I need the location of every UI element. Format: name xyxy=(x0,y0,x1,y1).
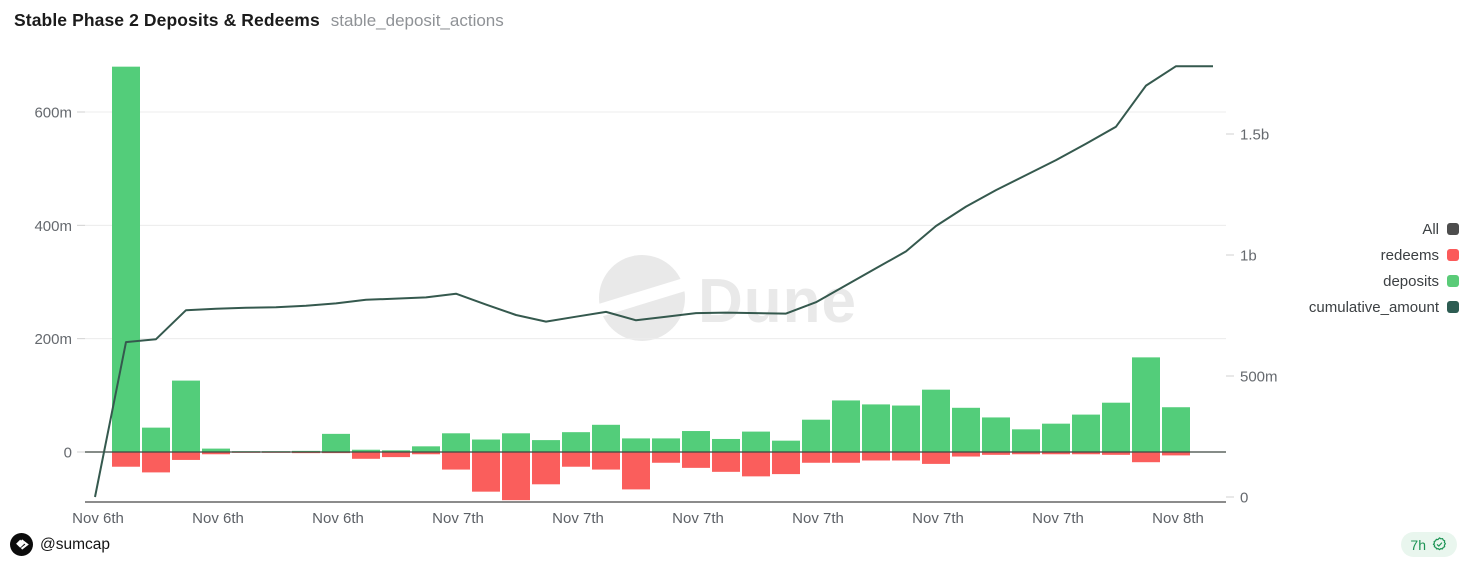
last-updated-badge[interactable]: 7h xyxy=(1401,532,1457,557)
legend-item-redeems[interactable]: redeems xyxy=(1309,242,1459,268)
seal-check-icon xyxy=(1431,536,1448,553)
left-axis-tick-label: 600m xyxy=(34,105,72,122)
legend: All redeems deposits cumulative_amount xyxy=(1309,216,1459,320)
query-name-link[interactable]: stable_deposit_actions xyxy=(330,11,504,30)
x-axis-tick-label: Nov 8th xyxy=(1152,510,1204,527)
chart-header: Stable Phase 2 Deposits & Redeems stable_… xyxy=(14,10,504,31)
dune-watermark: Dune xyxy=(698,267,857,336)
left-axis-tick-label: 400m xyxy=(34,218,72,235)
right-axis-tick-label: 1.5b xyxy=(1240,127,1269,144)
x-axis-tick-label: Nov 6th xyxy=(312,510,364,527)
x-axis-tick-label: Nov 7th xyxy=(1032,510,1084,527)
right-axis-tick-label: 1b xyxy=(1240,248,1257,265)
legend-swatch xyxy=(1447,249,1459,261)
x-axis-tick-label: Nov 7th xyxy=(432,510,484,527)
legend-label: deposits xyxy=(1383,272,1439,290)
legend-item-all[interactable]: All xyxy=(1309,216,1459,242)
footer: @sumcap 7h xyxy=(10,532,1457,557)
legend-item-cumulative-amount[interactable]: cumulative_amount xyxy=(1309,294,1459,320)
dune-logo-icon xyxy=(10,533,33,556)
legend-label: redeems xyxy=(1380,246,1439,264)
author-handle: @sumcap xyxy=(40,535,111,553)
left-axis-tick-label: 0 xyxy=(64,445,72,462)
legend-item-deposits[interactable]: deposits xyxy=(1309,268,1459,294)
x-axis-tick-label: Nov 7th xyxy=(552,510,604,527)
x-axis-tick-label: Nov 6th xyxy=(72,510,124,527)
left-axis-tick-label: 200m xyxy=(34,331,72,348)
x-axis-tick-label: Nov 6th xyxy=(192,510,244,527)
x-axis-tick-label: Nov 7th xyxy=(672,510,724,527)
author-link[interactable]: @sumcap xyxy=(10,533,110,556)
x-axis-tick-label: Nov 7th xyxy=(792,510,844,527)
chart-title: Stable Phase 2 Deposits & Redeems xyxy=(14,10,320,30)
x-axis-tick-label: Nov 7th xyxy=(912,510,964,527)
legend-swatch xyxy=(1447,275,1459,287)
right-axis-tick-label: 0 xyxy=(1240,490,1248,507)
last-updated-text: 7h xyxy=(1410,536,1426,553)
legend-label: All xyxy=(1422,220,1439,238)
legend-swatch xyxy=(1447,301,1459,313)
right-axis-tick-label: 500m xyxy=(1240,369,1278,386)
legend-swatch xyxy=(1447,223,1459,235)
legend-label: cumulative_amount xyxy=(1308,298,1439,316)
